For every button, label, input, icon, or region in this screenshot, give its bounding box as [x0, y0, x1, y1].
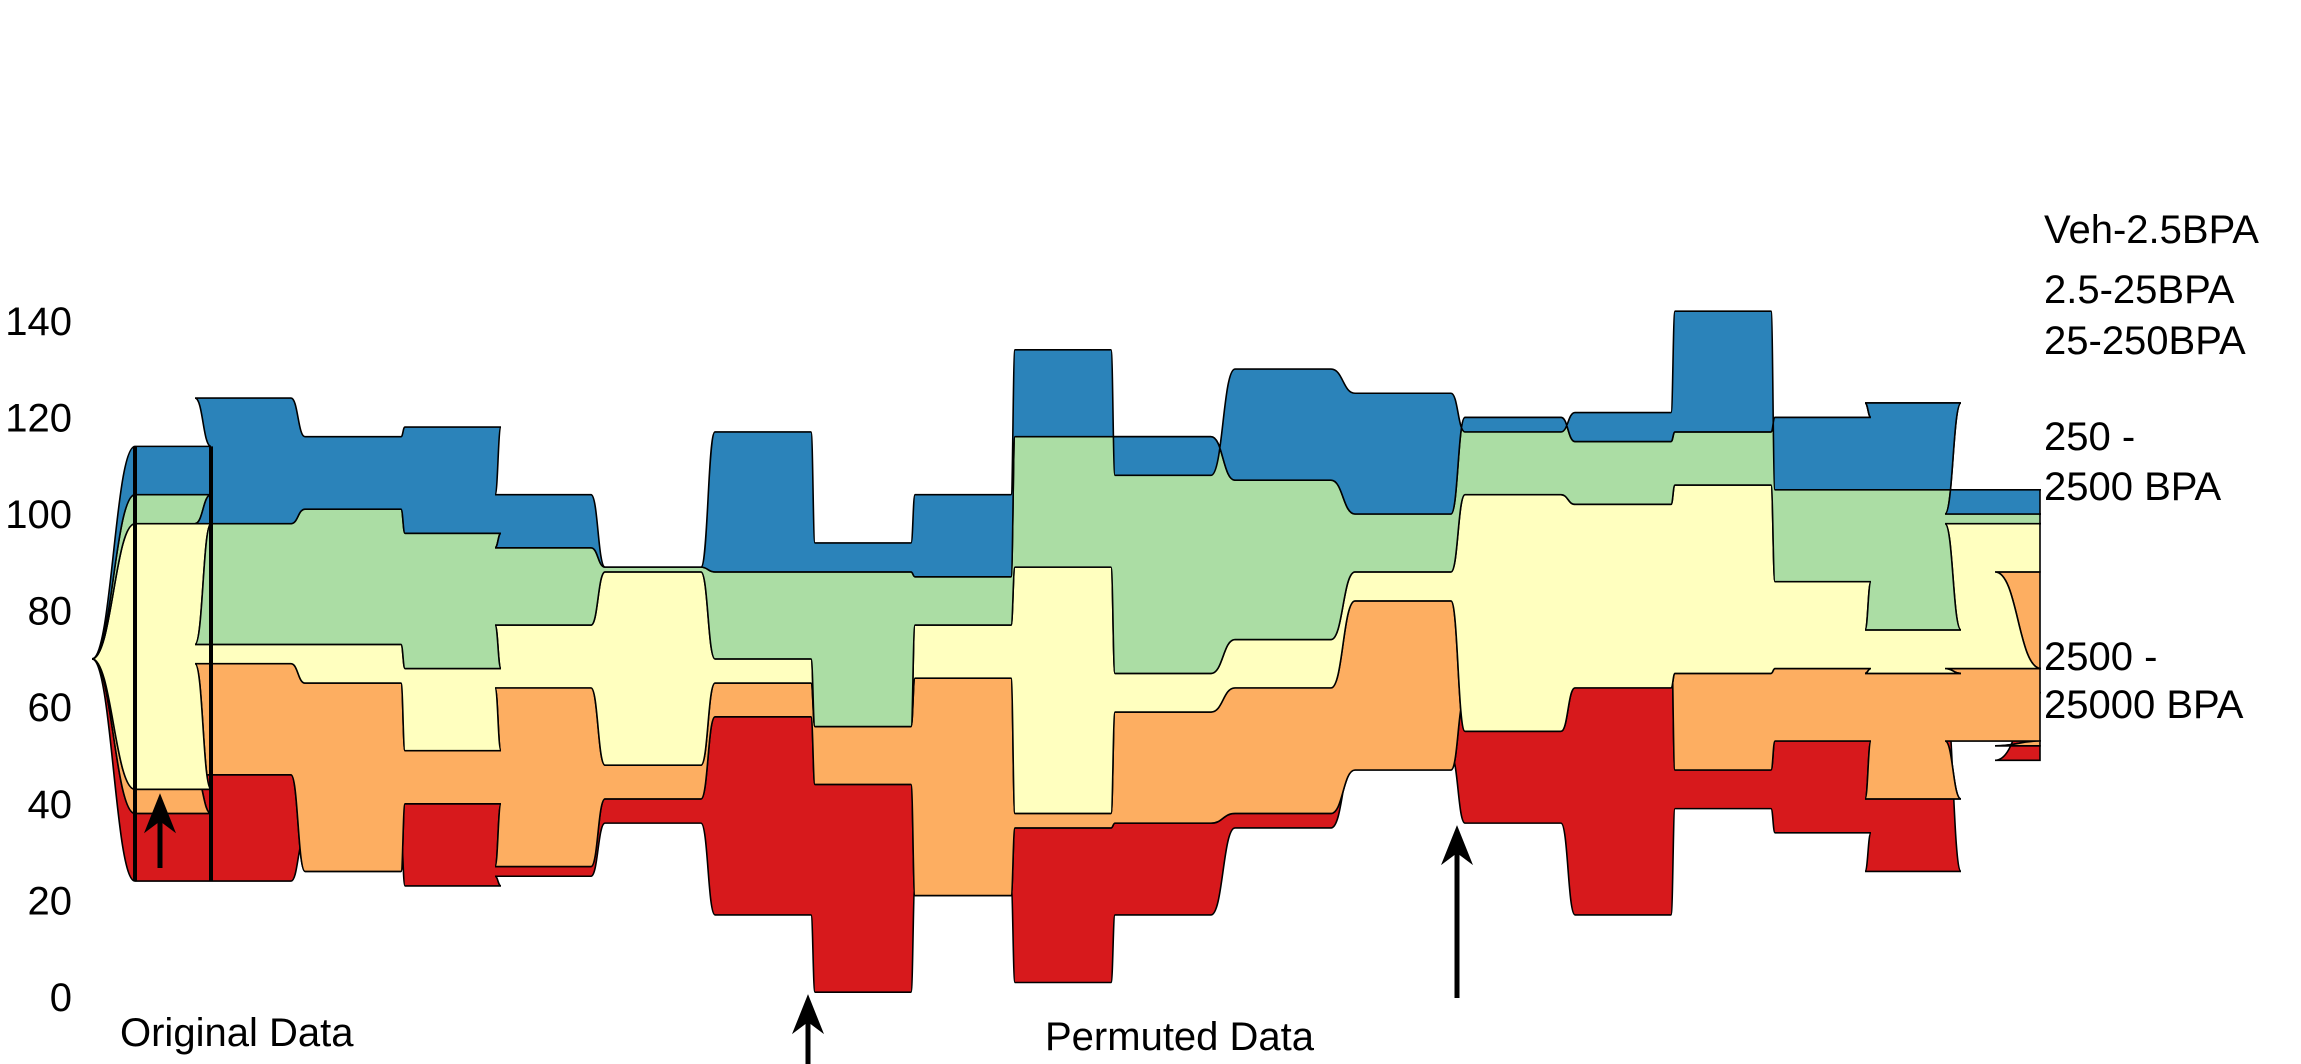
series-label-veh-2-5bpa: Veh-2.5BPA	[2044, 208, 2259, 252]
y-tick-label-40: 40	[28, 783, 73, 827]
series-labels: 2500 -25000 BPA 250 - 2500 BPA 25-250BPA 2.5…	[2044, 208, 2259, 727]
series-label-2500-25000-bpa-line2: 25000 BPA	[2044, 683, 2244, 727]
y-tick-label-0: 0	[50, 976, 72, 1020]
caption-original-data: Original Data	[120, 1011, 354, 1055]
y-tick-label-120: 120	[5, 396, 72, 440]
captions: Original Data Permuted Data	[120, 1011, 1315, 1059]
series-label-25-250bpa: 25-250BPA	[2044, 319, 2246, 363]
band-veh-2-5bpa	[91, 310, 2041, 660]
series-label-250-2500-bpa-line2: 2500 BPA	[2044, 465, 2221, 509]
stream-bands	[91, 310, 2042, 993]
original-data-box	[133, 446, 213, 882]
arrow-original	[144, 793, 176, 868]
series-label-2-5-25bpa: 2.5-25BPA	[2044, 268, 2235, 312]
y-tick-label-140: 140	[5, 300, 72, 344]
arrow-permuted-high	[1441, 825, 1473, 998]
arrows	[144, 793, 1473, 1064]
y-tick-label-20: 20	[28, 879, 73, 923]
series-label-2500-25000-bpa: 2500 -	[2044, 635, 2157, 679]
series-label-250-2500-bpa: 250 -	[2044, 415, 2135, 459]
y-tick-label-80: 80	[28, 590, 73, 634]
y-tick-label-60: 60	[28, 686, 73, 730]
caption-permuted-data: Permuted Data	[1045, 1015, 1315, 1059]
y-tick-label-100: 100	[5, 493, 72, 537]
arrow-permuted-low	[792, 994, 824, 1064]
y-axis: 0 20 40 60 80 100 120 140	[5, 300, 72, 1020]
